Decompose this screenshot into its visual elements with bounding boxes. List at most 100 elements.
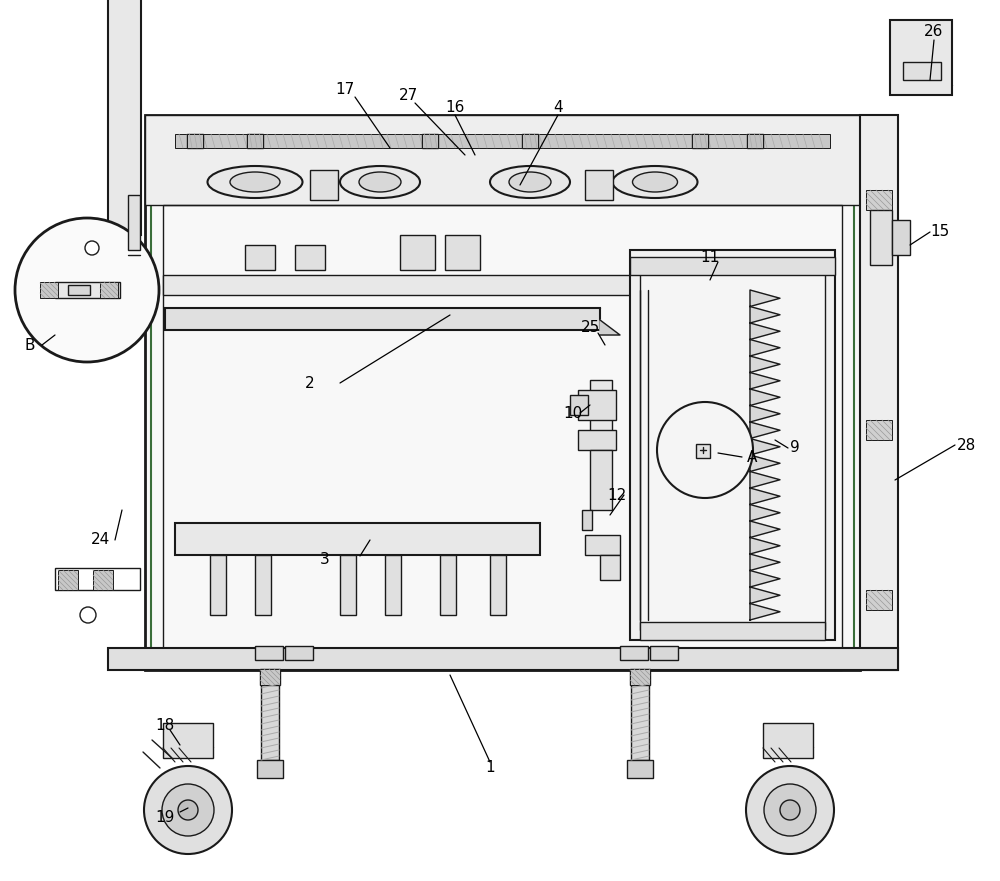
Text: 2: 2 xyxy=(305,375,315,390)
Bar xyxy=(295,245,325,270)
Bar xyxy=(590,450,612,510)
Bar xyxy=(163,205,842,670)
Bar xyxy=(187,134,203,148)
Bar xyxy=(692,134,708,148)
Bar xyxy=(630,250,835,640)
Bar xyxy=(631,685,649,760)
Circle shape xyxy=(764,784,816,836)
Bar xyxy=(175,523,540,555)
Polygon shape xyxy=(750,488,780,505)
Bar xyxy=(58,570,78,590)
Bar xyxy=(55,568,140,590)
Bar xyxy=(763,723,813,758)
Text: 4: 4 xyxy=(553,100,563,115)
Text: 27: 27 xyxy=(398,87,418,102)
Bar xyxy=(445,235,480,270)
Circle shape xyxy=(85,241,99,255)
Bar xyxy=(187,134,203,148)
Circle shape xyxy=(780,800,800,820)
Bar xyxy=(255,555,271,615)
Polygon shape xyxy=(750,356,780,373)
Bar xyxy=(903,62,941,80)
Bar xyxy=(630,669,650,685)
Text: 24: 24 xyxy=(90,532,110,547)
Text: B: B xyxy=(25,337,35,352)
Bar xyxy=(590,380,612,435)
Polygon shape xyxy=(750,405,780,422)
Polygon shape xyxy=(750,323,780,339)
Bar xyxy=(385,555,401,615)
Bar xyxy=(145,115,860,205)
Bar xyxy=(747,134,763,148)
Bar xyxy=(128,195,140,250)
Bar xyxy=(260,669,280,685)
Polygon shape xyxy=(750,571,780,587)
Bar xyxy=(108,260,141,285)
Bar xyxy=(175,134,830,148)
Circle shape xyxy=(144,766,232,854)
Polygon shape xyxy=(750,422,780,439)
Bar xyxy=(247,134,263,148)
Ellipse shape xyxy=(490,166,570,198)
Bar xyxy=(570,395,588,415)
Bar xyxy=(585,535,620,555)
Bar xyxy=(340,555,356,615)
Bar xyxy=(692,134,708,148)
Bar xyxy=(630,257,835,275)
Polygon shape xyxy=(750,389,780,405)
Text: 17: 17 xyxy=(335,83,355,98)
Text: 18: 18 xyxy=(155,717,175,732)
Polygon shape xyxy=(750,505,780,521)
Bar xyxy=(245,245,275,270)
Circle shape xyxy=(657,402,753,498)
Bar xyxy=(650,646,678,660)
Polygon shape xyxy=(750,455,780,471)
Bar xyxy=(422,134,438,148)
Ellipse shape xyxy=(208,166,302,198)
Circle shape xyxy=(15,218,159,362)
Bar xyxy=(522,134,538,148)
Bar xyxy=(163,275,712,295)
Polygon shape xyxy=(750,587,780,603)
Text: 10: 10 xyxy=(563,405,583,420)
Bar xyxy=(578,430,616,450)
Bar xyxy=(630,669,650,685)
Bar xyxy=(640,622,825,640)
Bar xyxy=(422,134,438,148)
Bar xyxy=(55,282,120,298)
Polygon shape xyxy=(750,439,780,455)
Bar xyxy=(93,570,113,590)
Circle shape xyxy=(746,766,834,854)
Bar xyxy=(747,134,763,148)
Bar xyxy=(310,170,338,200)
Bar xyxy=(108,648,898,670)
Bar xyxy=(257,760,283,778)
Polygon shape xyxy=(750,471,780,488)
Polygon shape xyxy=(750,307,780,323)
Polygon shape xyxy=(750,554,780,571)
Bar xyxy=(490,555,506,615)
Bar xyxy=(627,760,653,778)
Text: 11: 11 xyxy=(700,250,720,265)
Bar xyxy=(210,555,226,615)
Bar xyxy=(400,235,435,270)
Bar xyxy=(261,685,279,760)
Bar xyxy=(892,220,910,255)
Bar xyxy=(860,115,898,670)
Bar xyxy=(522,134,538,148)
Bar xyxy=(145,115,860,670)
Polygon shape xyxy=(750,603,780,620)
Text: 28: 28 xyxy=(956,438,976,453)
Bar xyxy=(151,121,854,664)
Polygon shape xyxy=(600,320,620,335)
Bar xyxy=(582,510,592,530)
Bar xyxy=(578,390,616,420)
Bar xyxy=(100,282,118,298)
Circle shape xyxy=(162,784,214,836)
Bar xyxy=(255,646,283,660)
Bar xyxy=(40,282,58,298)
Polygon shape xyxy=(750,373,780,389)
Text: 12: 12 xyxy=(607,487,627,502)
Ellipse shape xyxy=(340,166,420,198)
Polygon shape xyxy=(750,537,780,554)
